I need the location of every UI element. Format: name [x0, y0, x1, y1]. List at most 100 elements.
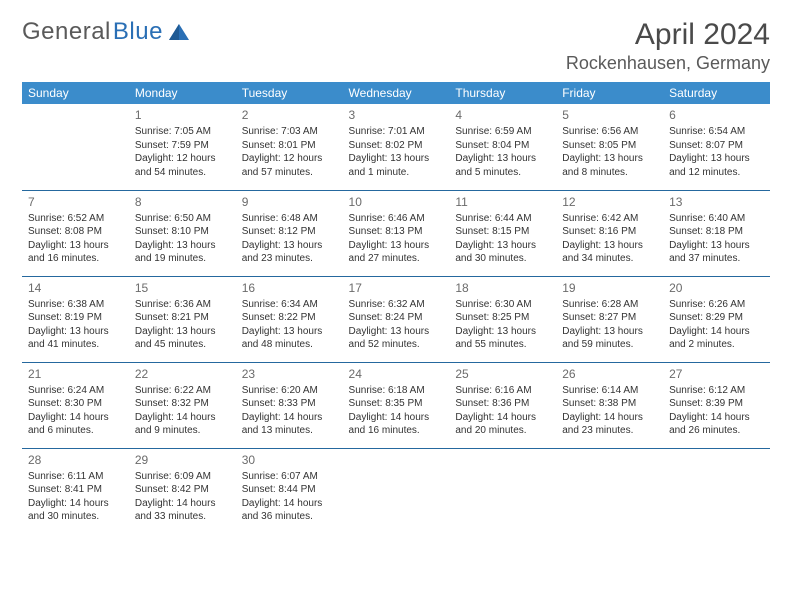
sunset-line: Sunset: 8:29 PM — [669, 311, 764, 325]
sunset-line: Sunset: 8:18 PM — [669, 225, 764, 239]
day-number: 8 — [135, 194, 230, 210]
day-number: 5 — [562, 107, 657, 123]
sunrise-line: Sunrise: 6:20 AM — [242, 384, 337, 398]
sunrise-line: Sunrise: 6:46 AM — [349, 212, 444, 226]
calendar-cell: 2Sunrise: 7:03 AMSunset: 8:01 PMDaylight… — [236, 104, 343, 190]
calendar-cell: 15Sunrise: 6:36 AMSunset: 8:21 PMDayligh… — [129, 276, 236, 362]
sunrise-line: Sunrise: 6:52 AM — [28, 212, 123, 226]
sunset-line: Sunset: 8:15 PM — [455, 225, 550, 239]
daylight-line: Daylight: 13 hours and 1 minute. — [349, 152, 444, 179]
calendar-cell: 3Sunrise: 7:01 AMSunset: 8:02 PMDaylight… — [343, 104, 450, 190]
calendar-cell: 25Sunrise: 6:16 AMSunset: 8:36 PMDayligh… — [449, 362, 556, 448]
sunrise-line: Sunrise: 6:40 AM — [669, 212, 764, 226]
day-number: 12 — [562, 194, 657, 210]
calendar-cell: 20Sunrise: 6:26 AMSunset: 8:29 PMDayligh… — [663, 276, 770, 362]
daylight-line: Daylight: 14 hours and 13 minutes. — [242, 411, 337, 438]
day-number: 30 — [242, 452, 337, 468]
sunrise-line: Sunrise: 6:22 AM — [135, 384, 230, 398]
day-number: 20 — [669, 280, 764, 296]
daylight-line: Daylight: 12 hours and 54 minutes. — [135, 152, 230, 179]
brand-logo: General Blue — [22, 18, 191, 46]
sunset-line: Sunset: 8:30 PM — [28, 397, 123, 411]
location-label: Rockenhausen, Germany — [566, 53, 770, 74]
sunset-line: Sunset: 8:38 PM — [562, 397, 657, 411]
calendar-cell: 8Sunrise: 6:50 AMSunset: 8:10 PMDaylight… — [129, 190, 236, 276]
sunset-line: Sunset: 8:21 PM — [135, 311, 230, 325]
sunrise-line: Sunrise: 6:09 AM — [135, 470, 230, 484]
calendar-week-row: 14Sunrise: 6:38 AMSunset: 8:19 PMDayligh… — [22, 276, 770, 362]
calendar-cell: 6Sunrise: 6:54 AMSunset: 8:07 PMDaylight… — [663, 104, 770, 190]
calendar-cell: 22 Sunrise: 6:22 AMSunset: 8:32 PMDayligh… — [129, 362, 236, 448]
calendar-cell: 16Sunrise: 6:34 AMSunset: 8:22 PMDayligh… — [236, 276, 343, 362]
sunset-line: Sunset: 8:25 PM — [455, 311, 550, 325]
sunset-line: Sunset: 8:32 PM — [135, 397, 230, 411]
calendar-cell: 18Sunrise: 6:30 AMSunset: 8:25 PMDayligh… — [449, 276, 556, 362]
sunset-line: Sunset: 8:24 PM — [349, 311, 444, 325]
calendar-cell: 4Sunrise: 6:59 AMSunset: 8:04 PMDaylight… — [449, 104, 556, 190]
calendar-cell: 12Sunrise: 6:42 AMSunset: 8:16 PMDayligh… — [556, 190, 663, 276]
sunrise-line: Sunrise: 6:36 AM — [135, 298, 230, 312]
sunrise-line: Sunrise: 6:26 AM — [669, 298, 764, 312]
calendar-cell: 28Sunrise: 6:11 AMSunset: 8:41 PMDayligh… — [22, 448, 129, 534]
brand-sail-icon — [167, 22, 191, 42]
daylight-line: Daylight: 13 hours and 23 minutes. — [242, 239, 337, 266]
sunset-line: Sunset: 8:22 PM — [242, 311, 337, 325]
sunrise-line: Sunrise: 7:03 AM — [242, 125, 337, 139]
calendar-cell: 7Sunrise: 6:52 AMSunset: 8:08 PMDaylight… — [22, 190, 129, 276]
month-title: April 2024 — [566, 18, 770, 51]
day-number: 3 — [349, 107, 444, 123]
sunset-line: Sunset: 8:02 PM — [349, 139, 444, 153]
day-number: 11 — [455, 194, 550, 210]
calendar-cell: 30Sunrise: 6:07 AMSunset: 8:44 PMDayligh… — [236, 448, 343, 534]
day-number: 14 — [28, 280, 123, 296]
weekday-header: Monday — [129, 82, 236, 104]
day-number: 1 — [135, 107, 230, 123]
sunset-line: Sunset: 8:08 PM — [28, 225, 123, 239]
sunset-line: Sunset: 8:10 PM — [135, 225, 230, 239]
page-header: General Blue April 2024 Rockenhausen, Ge… — [22, 18, 770, 74]
daylight-line: Daylight: 13 hours and 16 minutes. — [28, 239, 123, 266]
day-number: 24 — [349, 366, 444, 382]
day-number: 6 — [669, 107, 764, 123]
day-number: 22 — [135, 366, 230, 382]
sunrise-line: Sunrise: 6:34 AM — [242, 298, 337, 312]
daylight-line: Daylight: 12 hours and 57 minutes. — [242, 152, 337, 179]
weekday-header: Sunday — [22, 82, 129, 104]
daylight-line: Daylight: 13 hours and 59 minutes. — [562, 325, 657, 352]
sunset-line: Sunset: 8:04 PM — [455, 139, 550, 153]
sunrise-line: Sunrise: 6:32 AM — [349, 298, 444, 312]
sunset-line: Sunset: 8:12 PM — [242, 225, 337, 239]
calendar-cell — [343, 448, 450, 534]
sunrise-line: Sunrise: 6:18 AM — [349, 384, 444, 398]
sunrise-line: Sunrise: 6:48 AM — [242, 212, 337, 226]
daylight-line: Daylight: 14 hours and 33 minutes. — [135, 497, 230, 524]
calendar-cell: 5Sunrise: 6:56 AMSunset: 8:05 PMDaylight… — [556, 104, 663, 190]
daylight-line: Daylight: 14 hours and 20 minutes. — [455, 411, 550, 438]
day-number: 21 — [28, 366, 123, 382]
sunrise-line: Sunrise: 6:42 AM — [562, 212, 657, 226]
daylight-line: Daylight: 14 hours and 9 minutes. — [135, 411, 230, 438]
sunrise-line: Sunrise: 6:11 AM — [28, 470, 123, 484]
weekday-header: Friday — [556, 82, 663, 104]
daylight-line: Daylight: 13 hours and 55 minutes. — [455, 325, 550, 352]
daylight-line: Daylight: 14 hours and 16 minutes. — [349, 411, 444, 438]
calendar-cell: 10Sunrise: 6:46 AMSunset: 8:13 PMDayligh… — [343, 190, 450, 276]
calendar-week-row: 28Sunrise: 6:11 AMSunset: 8:41 PMDayligh… — [22, 448, 770, 534]
calendar-cell — [663, 448, 770, 534]
calendar-cell: 26Sunrise: 6:14 AMSunset: 8:38 PMDayligh… — [556, 362, 663, 448]
daylight-line: Daylight: 14 hours and 26 minutes. — [669, 411, 764, 438]
sunrise-line: Sunrise: 6:14 AM — [562, 384, 657, 398]
day-number: 19 — [562, 280, 657, 296]
daylight-line: Daylight: 14 hours and 6 minutes. — [28, 411, 123, 438]
sunset-line: Sunset: 8:05 PM — [562, 139, 657, 153]
daylight-line: Daylight: 14 hours and 36 minutes. — [242, 497, 337, 524]
sunset-line: Sunset: 8:16 PM — [562, 225, 657, 239]
sunset-line: Sunset: 7:59 PM — [135, 139, 230, 153]
calendar-cell — [22, 104, 129, 190]
weekday-header: Tuesday — [236, 82, 343, 104]
day-number: 29 — [135, 452, 230, 468]
daylight-line: Daylight: 13 hours and 8 minutes. — [562, 152, 657, 179]
day-number: 10 — [349, 194, 444, 210]
calendar-cell: 27Sunrise: 6:12 AMSunset: 8:39 PMDayligh… — [663, 362, 770, 448]
sunrise-line: Sunrise: 6:54 AM — [669, 125, 764, 139]
